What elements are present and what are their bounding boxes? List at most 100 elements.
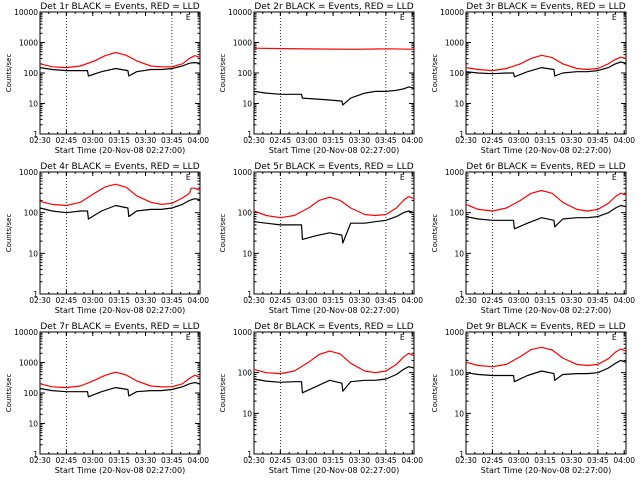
y-tick-label: 1000 <box>19 39 38 48</box>
x-tick-label: 04:00 <box>401 296 423 305</box>
x-tick-label: 03:15 <box>322 456 344 465</box>
x-tick-label: 03:45 <box>587 136 609 145</box>
x-tick-label: 03:15 <box>108 136 130 145</box>
y-tick-label: 10 <box>242 409 252 418</box>
x-axis-label: Start Time (20-Nov-08 02:27:00) <box>269 466 399 475</box>
y-tick-label: 1000 <box>233 39 252 48</box>
x-tick-label: 03:15 <box>322 296 344 305</box>
y-tick-label: 1 <box>247 450 252 459</box>
events-series-line <box>465 204 627 230</box>
x-tick-label: 03:45 <box>375 296 397 305</box>
y-tick-label: 1 <box>33 450 38 459</box>
x-tick-label: 03:15 <box>534 296 556 305</box>
x-tick-label: 02:45 <box>270 136 292 145</box>
y-tick-label: 100 <box>450 369 465 378</box>
x-tick-label: 04:00 <box>187 456 209 465</box>
events-series-line <box>39 382 201 398</box>
x-tick-label: 03:30 <box>349 456 371 465</box>
y-tick-label: 1 <box>247 290 252 299</box>
x-tick-label: 03:45 <box>161 456 183 465</box>
y-tick-label: 1 <box>459 290 464 299</box>
x-tick-label: 03:00 <box>508 456 530 465</box>
x-tick-label: 02:30 <box>243 296 265 305</box>
y-tick-label: 1000 <box>233 168 252 177</box>
y-tick-label: 10000 <box>14 328 38 337</box>
events-series-line <box>39 198 201 220</box>
x-tick-label: 03:00 <box>296 456 318 465</box>
x-tick-label: 03:30 <box>349 296 371 305</box>
y-tick-label: 10 <box>454 100 464 109</box>
y-tick-label: 10000 <box>14 8 38 17</box>
y-tick-label: 1000 <box>233 328 252 337</box>
x-tick-label: 03:30 <box>561 136 583 145</box>
panel-title: Det 6r BLACK = Events, RED = LLD <box>466 162 625 172</box>
x-tick-label: 03:00 <box>82 456 104 465</box>
y-tick-label: 100 <box>24 389 39 398</box>
y-axis-label: Counts/sec <box>219 54 227 93</box>
x-axis-label: Start Time (20-Nov-08 02:27:00) <box>481 466 611 475</box>
x-tick-label: 04:00 <box>613 296 635 305</box>
panel-annotation: E <box>400 173 405 182</box>
plot-frame <box>465 331 627 455</box>
plot-frame <box>39 171 201 295</box>
x-tick-label: 02:45 <box>56 456 78 465</box>
x-tick-label: 04:00 <box>613 136 635 145</box>
x-tick-label: 03:30 <box>135 456 157 465</box>
x-tick-label: 02:45 <box>270 296 292 305</box>
y-tick-label: 100 <box>24 209 39 218</box>
x-tick-label: 03:45 <box>587 456 609 465</box>
x-tick-label: 04:00 <box>187 296 209 305</box>
y-tick-label: 1000 <box>19 168 38 177</box>
y-tick-label: 1 <box>33 290 38 299</box>
y-tick-label: 10 <box>28 249 38 258</box>
x-tick-label: 02:45 <box>270 456 292 465</box>
y-axis-label: Counts/sec <box>219 214 227 253</box>
y-axis-label: Counts/sec <box>5 374 13 413</box>
y-tick-label: 1000 <box>445 168 464 177</box>
panel-annotation: E <box>612 333 617 342</box>
y-axis-label: Counts/sec <box>431 54 439 93</box>
x-tick-label: 03:45 <box>161 296 183 305</box>
x-tick-label: 03:15 <box>322 136 344 145</box>
x-tick-label: 02:30 <box>455 136 477 145</box>
x-tick-label: 03:45 <box>375 136 397 145</box>
panel-annotation: E <box>186 173 191 182</box>
y-axis-label: Counts/sec <box>5 214 13 253</box>
y-tick-label: 100 <box>238 369 253 378</box>
x-tick-label: 03:00 <box>82 296 104 305</box>
events-series-line <box>465 359 627 383</box>
x-tick-label: 03:30 <box>135 296 157 305</box>
y-tick-label: 1 <box>459 450 464 459</box>
x-tick-label: 03:45 <box>375 456 397 465</box>
y-tick-label: 100 <box>24 69 39 78</box>
x-tick-label: 02:45 <box>56 136 78 145</box>
x-tick-label: 03:45 <box>587 296 609 305</box>
y-tick-label: 10000 <box>228 8 252 17</box>
x-tick-label: 02:30 <box>455 456 477 465</box>
x-tick-label: 03:00 <box>296 296 318 305</box>
y-tick-label: 10 <box>242 249 252 258</box>
y-tick-label: 100 <box>238 69 253 78</box>
panel-title: Det 4r BLACK = Events, RED = LLD <box>40 162 199 172</box>
x-axis-label: Start Time (20-Nov-08 02:27:00) <box>269 146 399 155</box>
panel-title: Det 1r BLACK = Events, RED = LLD <box>40 2 199 12</box>
x-tick-label: 03:15 <box>534 456 556 465</box>
panel-annotation: E <box>400 333 405 342</box>
x-tick-label: 02:30 <box>29 296 51 305</box>
x-tick-label: 02:45 <box>482 456 504 465</box>
events-series-line <box>39 61 201 77</box>
panel-title: Det 2r BLACK = Events, RED = LLD <box>254 2 413 12</box>
x-tick-label: 03:30 <box>349 136 371 145</box>
x-axis-label: Start Time (20-Nov-08 02:27:00) <box>481 306 611 315</box>
x-tick-label: 04:00 <box>401 136 423 145</box>
x-tick-label: 03:00 <box>296 136 318 145</box>
lld-series-line <box>253 195 415 219</box>
y-tick-label: 1000 <box>445 328 464 337</box>
x-tick-label: 02:30 <box>243 456 265 465</box>
x-tick-label: 03:45 <box>161 136 183 145</box>
